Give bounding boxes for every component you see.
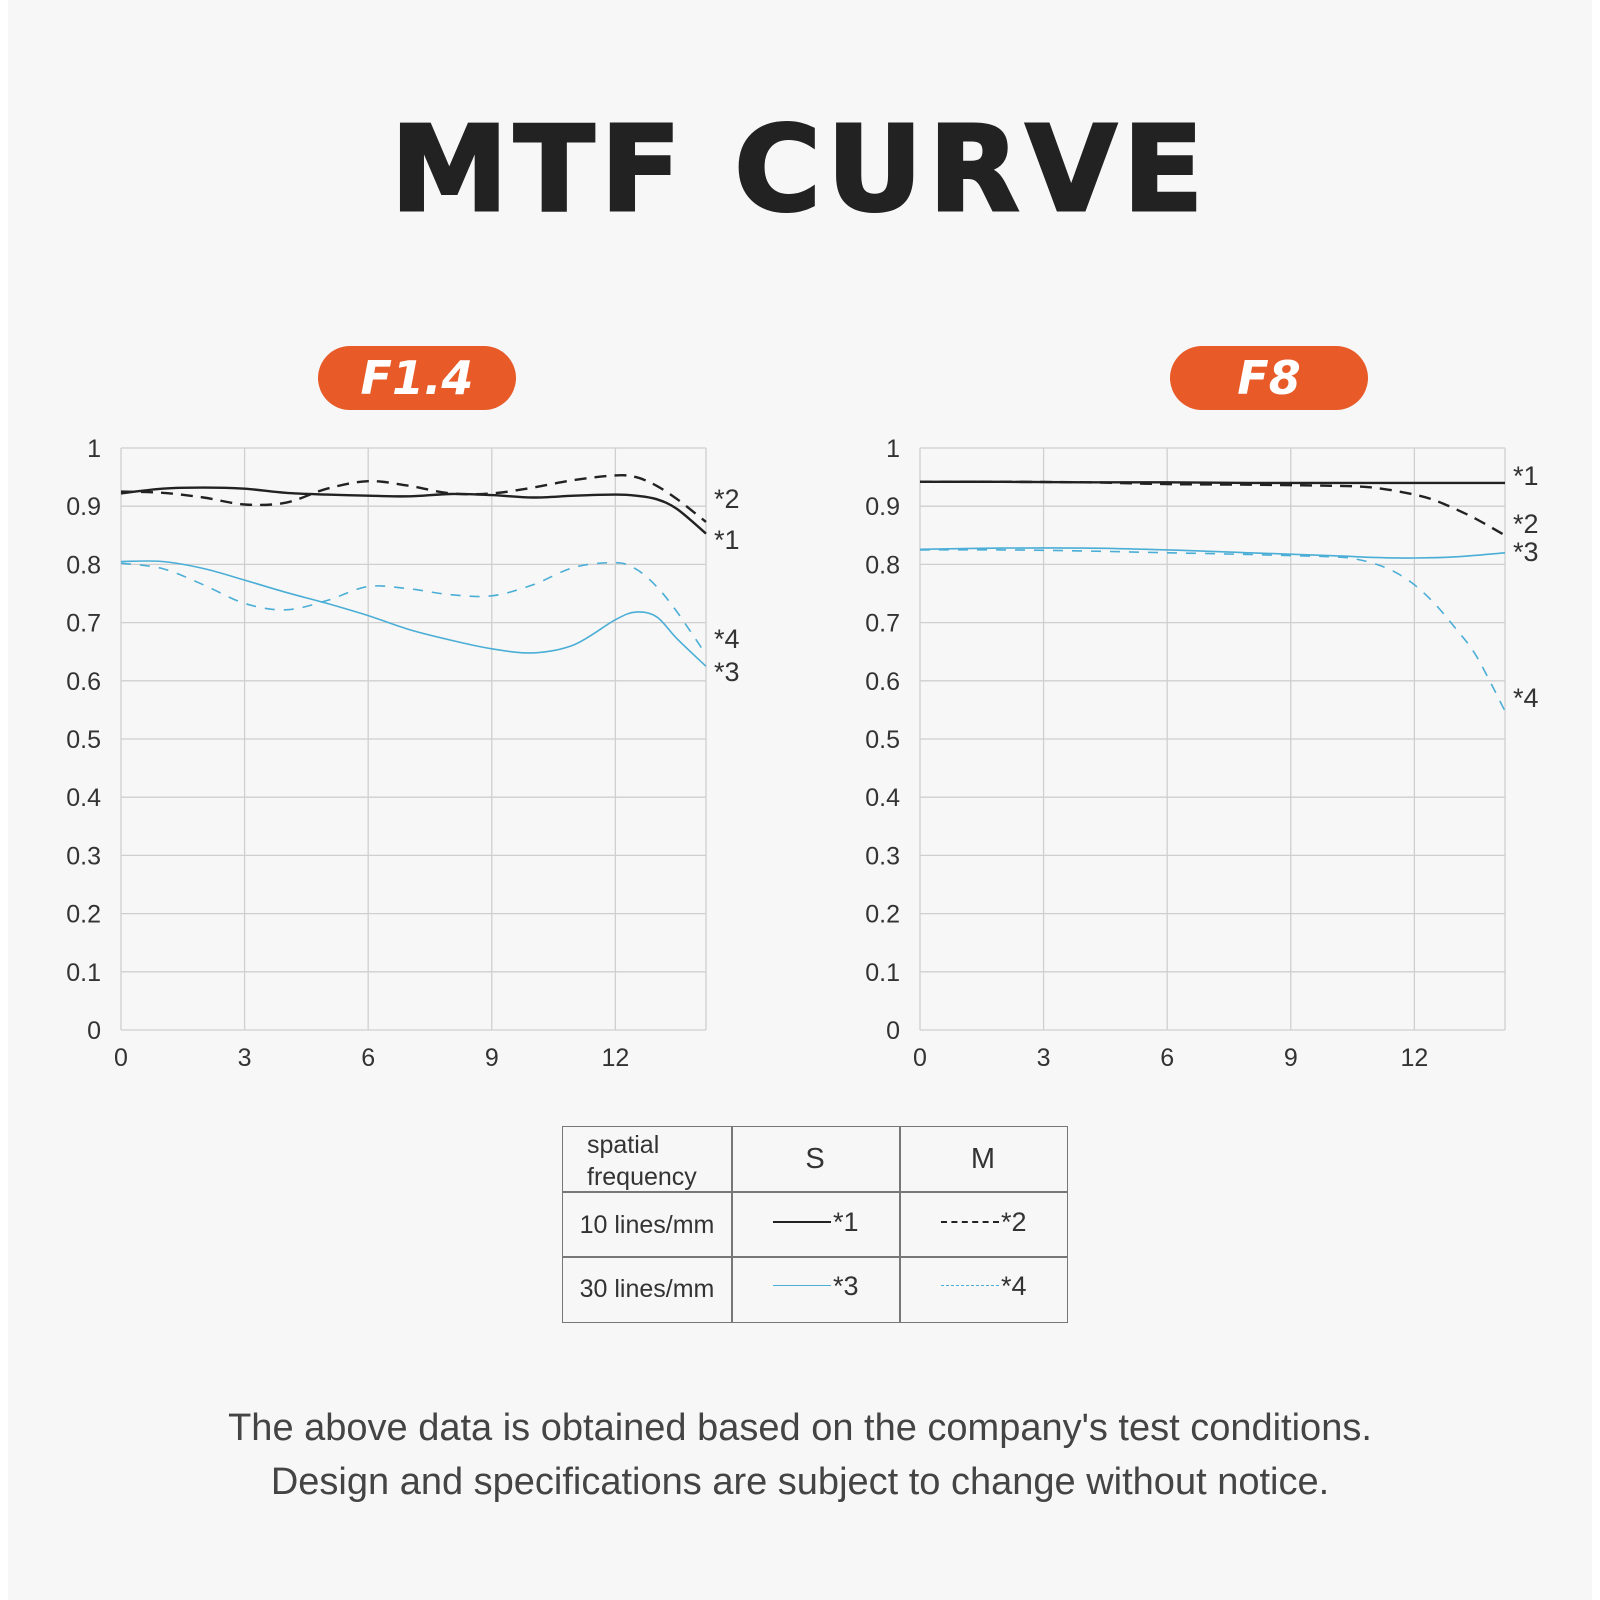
footer-disclaimer-line-1: The above data is obtained based on the … (228, 1407, 1372, 1449)
y-tick-label: 0 (886, 1017, 900, 1045)
series-line-curve-2 (120, 474, 707, 523)
x-tick-label: 6 (361, 1044, 375, 1072)
y-tick-label: 0.5 (66, 726, 101, 754)
y-tick-label: 0.2 (66, 901, 101, 929)
y-tick-label: 1 (87, 435, 101, 463)
legend-divider (563, 1256, 1067, 1258)
y-tick-label: 0.5 (865, 726, 900, 754)
aperture-badge-f8: F8 (1170, 346, 1368, 410)
legend-tag: *3 (833, 1271, 859, 1301)
legend-header-line: frequency (587, 1163, 697, 1191)
y-tick-label: 1 (886, 435, 900, 463)
curve-annotation-label: *2 (1513, 509, 1539, 539)
series-line-curve-3 (120, 560, 707, 667)
x-tick-label: 9 (485, 1044, 499, 1072)
x-tick-label: 0 (114, 1044, 128, 1072)
x-tick-label: 6 (1160, 1044, 1174, 1072)
series-line-curve-4 (120, 561, 707, 656)
legend-row-label: 30 lines/mm (579, 1275, 715, 1303)
series-line-curve-4 (919, 549, 1506, 712)
curve-annotation-label: *3 (1513, 537, 1539, 567)
y-tick-label: 0.3 (66, 842, 101, 870)
curve-annotation-label: *2 (714, 484, 740, 514)
x-tick-label: 3 (238, 1044, 252, 1072)
page-title: MTF CURVE (389, 99, 1210, 240)
page-background (8, 0, 1592, 1600)
y-tick-label: 0.7 (865, 610, 900, 638)
y-tick-label: 0.2 (865, 901, 900, 929)
legend-divider (899, 1127, 901, 1322)
mtf-chart-f8: 00.10.20.30.40.50.60.70.80.910 3 6 9 12*1*2*… (865, 435, 1539, 1072)
curve-annotation-label: *3 (714, 657, 740, 687)
x-tick-label: 3 (1037, 1044, 1051, 1072)
solid-line-swatch (773, 1285, 831, 1286)
dashed-line-swatch (941, 1221, 999, 1223)
legend-table: spatial frequency S M 10 lines/mm 30 lin… (562, 1126, 1068, 1323)
curve-annotation-label: *1 (714, 525, 740, 555)
series-line-curve-1 (120, 486, 707, 535)
aperture-badge-f1-4: F1.4 (318, 346, 516, 410)
legend-tag: *2 (1001, 1207, 1027, 1237)
x-tick-label: 0 (913, 1044, 927, 1072)
solid-line-swatch (773, 1221, 831, 1223)
y-tick-label: 0.6 (66, 668, 101, 696)
y-tick-label: 0.9 (66, 493, 101, 521)
dashed-line-swatch (941, 1285, 999, 1286)
legend-header-sagittal: S (805, 1143, 825, 1175)
legend-divider (563, 1191, 1067, 1193)
y-tick-label: 0 (87, 1017, 101, 1045)
mtf-chart-f1-4: 0 0.1 0.2 0.3 0.4 0.5 0.6 0.7 0.8 0.9 1 0 3 6 9 12 *2 *1 *… (66, 435, 740, 1072)
series-line-curve-3 (919, 547, 1506, 559)
y-tick-label: 0.4 (66, 784, 101, 812)
y-tick-label: 0.1 (66, 959, 101, 987)
legend-header-frequency: spatial frequency (587, 1129, 697, 1193)
y-tick-label: 0.4 (865, 784, 900, 812)
y-tick-label: 0.8 (865, 551, 900, 579)
legend-tag: *1 (833, 1207, 859, 1237)
legend-header-line: spatial (587, 1131, 660, 1159)
curve-annotation-label: *1 (1513, 461, 1539, 491)
x-tick-label: 12 (601, 1044, 629, 1072)
x-tick-label: 12 (1400, 1044, 1428, 1072)
x-tick-label: 9 (1284, 1044, 1298, 1072)
y-tick-label: 0.3 (865, 842, 900, 870)
legend-divider (731, 1127, 733, 1322)
series-line-curve-2 (919, 480, 1506, 537)
legend-header-meridional: M (970, 1143, 996, 1175)
y-tick-label: 0.6 (865, 668, 900, 696)
y-tick-label: 0.1 (865, 959, 900, 987)
y-tick-label: 0.8 (66, 551, 101, 579)
y-tick-label: 0.9 (865, 493, 900, 521)
y-tick-label: 0.7 (66, 610, 101, 638)
curve-annotation-label: *4 (1513, 683, 1539, 713)
legend-tag: *4 (1001, 1271, 1027, 1301)
legend-row-label: 10 lines/mm (579, 1211, 715, 1239)
footer-disclaimer-line-2: Design and specifications are subject to… (270, 1461, 1330, 1503)
curve-annotation-label: *4 (714, 624, 740, 654)
